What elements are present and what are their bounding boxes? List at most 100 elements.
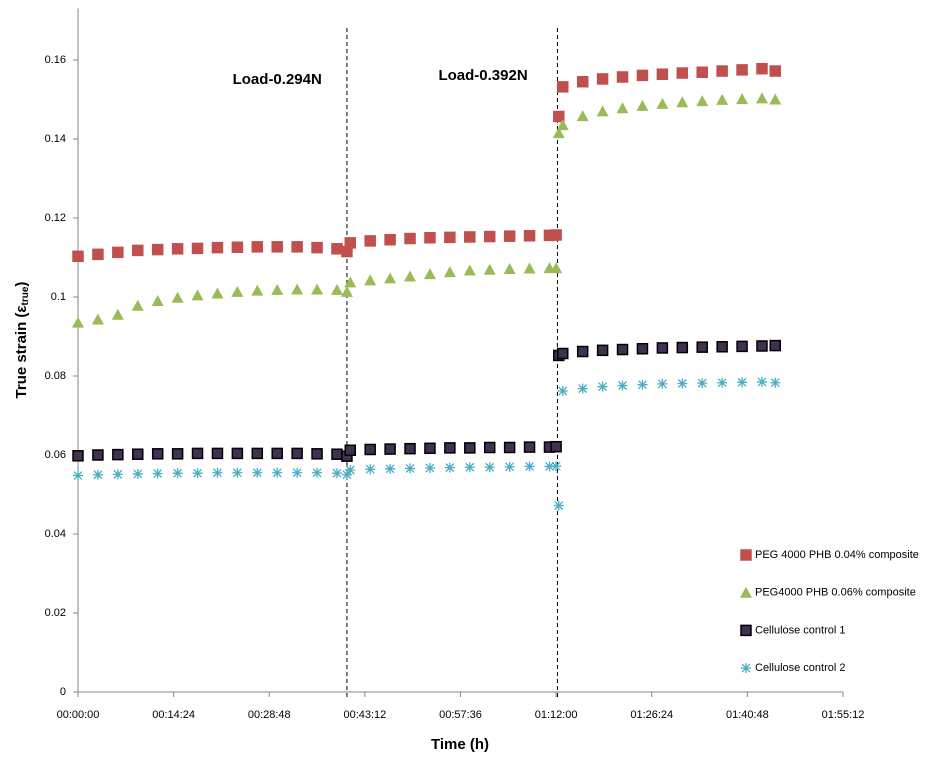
marker <box>131 299 144 311</box>
y-tick-label: 0.14 <box>45 133 66 145</box>
legend-marker <box>740 586 752 598</box>
marker <box>551 461 562 472</box>
y-axis-title-end: ) <box>13 282 30 287</box>
marker <box>464 442 476 454</box>
marker <box>544 461 555 472</box>
marker <box>736 340 748 353</box>
marker <box>716 65 728 77</box>
marker <box>192 468 203 479</box>
marker <box>231 447 244 460</box>
marker <box>345 465 356 476</box>
marker <box>91 313 104 325</box>
marker <box>553 500 564 511</box>
marker <box>271 447 283 460</box>
marker <box>251 447 264 460</box>
marker <box>404 232 416 245</box>
marker <box>503 230 516 242</box>
marker <box>132 244 144 257</box>
marker <box>616 343 629 356</box>
marker <box>576 345 589 358</box>
marker <box>736 64 748 76</box>
marker <box>424 463 435 474</box>
marker <box>344 444 357 457</box>
marker <box>404 270 417 282</box>
marker <box>550 440 562 453</box>
y-tick-label: 0 <box>60 686 66 698</box>
y-tick-label: 0.02 <box>45 607 66 619</box>
marker <box>464 462 475 473</box>
marker <box>272 467 283 478</box>
marker <box>171 291 184 303</box>
x-axis-title: Time (h) <box>431 736 489 753</box>
marker <box>252 467 263 478</box>
marker <box>769 93 782 105</box>
marker <box>365 464 376 475</box>
marker <box>557 81 569 93</box>
marker <box>597 381 608 392</box>
y-tick-label: 0.04 <box>45 528 66 540</box>
marker <box>677 378 688 389</box>
marker <box>271 283 284 295</box>
marker <box>656 97 669 109</box>
x-tick-label: 01:12:00 <box>535 709 578 721</box>
marker <box>111 308 124 320</box>
marker <box>385 463 396 474</box>
y-axis-title-main: True strain (ε <box>13 305 30 398</box>
marker <box>331 243 343 255</box>
marker <box>636 69 649 82</box>
marker <box>151 243 164 256</box>
y-axis-title-sub: true <box>20 286 31 305</box>
marker <box>756 340 768 352</box>
legend-marker <box>740 624 752 637</box>
y-tick-label: 0.12 <box>45 212 66 224</box>
marker <box>657 378 668 389</box>
legend-marker <box>741 663 751 674</box>
marker <box>596 73 609 85</box>
marker <box>311 448 323 460</box>
marker <box>292 467 303 478</box>
marker <box>484 462 495 473</box>
marker <box>636 342 649 355</box>
x-tick-label: 00:00:00 <box>57 709 100 721</box>
legend-label: Cellulose control 1 <box>755 624 846 636</box>
marker <box>331 468 342 479</box>
marker <box>576 75 589 88</box>
marker <box>756 62 768 75</box>
marker <box>483 230 496 243</box>
legend-label: PEG 4000 PHB 0.04% composite <box>755 549 919 561</box>
marker <box>344 276 357 288</box>
marker <box>696 341 708 353</box>
marker <box>112 448 124 461</box>
marker <box>656 342 669 354</box>
marker <box>755 92 768 104</box>
marker <box>364 274 377 286</box>
annotation: Load-0.392N <box>438 67 527 84</box>
marker <box>676 96 689 108</box>
marker <box>251 241 264 253</box>
marker <box>331 448 343 460</box>
x-tick-label: 00:14:24 <box>152 709 195 721</box>
marker <box>92 469 103 480</box>
marker <box>212 467 223 478</box>
marker <box>191 447 204 460</box>
marker <box>424 442 436 455</box>
marker <box>423 268 436 280</box>
marker <box>697 378 708 389</box>
marker <box>557 347 569 360</box>
marker <box>596 344 609 357</box>
marker <box>696 66 708 78</box>
marker <box>696 95 709 107</box>
marker <box>291 241 303 253</box>
marker <box>716 93 729 105</box>
marker <box>523 441 536 453</box>
marker <box>72 316 84 328</box>
marker <box>132 468 143 479</box>
marker <box>616 71 629 83</box>
marker <box>636 99 649 111</box>
marker <box>676 67 689 79</box>
marker <box>232 467 243 478</box>
marker <box>311 241 323 254</box>
y-tick-label: 0.06 <box>45 449 66 461</box>
y-tick-label: 0.08 <box>45 370 66 382</box>
marker <box>444 231 456 244</box>
